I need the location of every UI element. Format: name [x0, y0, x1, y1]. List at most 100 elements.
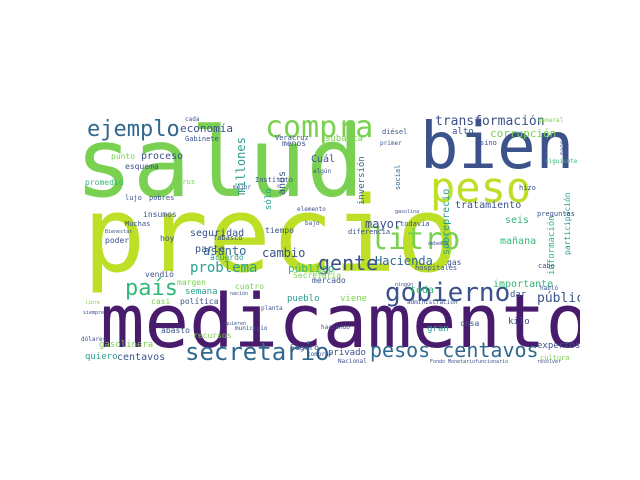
word-medicamento: medicamento — [100, 279, 580, 365]
word-virus: virus — [174, 178, 196, 186]
word-planta: planta — [261, 305, 283, 312]
word-gasolinera: gasolinera — [99, 340, 154, 350]
word-nacional: Nacional — [338, 358, 367, 365]
word-margen: margen — [177, 278, 206, 287]
word-problema: problema — [190, 260, 258, 276]
word-seguro: Seguro — [290, 343, 319, 352]
word-pais: país — [125, 276, 178, 301]
word-lujo: lujo — [125, 194, 142, 202]
word-poder: poder — [105, 236, 130, 245]
word-inversion: inversión — [357, 156, 367, 205]
word-importante: importante — [493, 279, 554, 290]
word-manera: manera — [559, 133, 566, 155]
word-ejemplo: ejemplo — [87, 117, 180, 142]
word-mayor: mayor — [365, 217, 402, 231]
word-fondo-monetario: Fondo Monetario — [430, 359, 476, 365]
word-gas: gas — [447, 258, 462, 267]
word-secretaria: Secretaría — [293, 271, 342, 280]
word-administracion: administración — [407, 299, 458, 306]
word-kilo: kilo — [508, 317, 530, 327]
word-punto: punto — [111, 152, 136, 161]
word-cloud: salud precio medicamento bien peso compr… — [75, 115, 580, 370]
word-hoy: hoy — [160, 234, 175, 243]
word-preguntas: preguntas — [537, 210, 575, 218]
word-siempre: siempre — [83, 310, 105, 316]
word-muchas: Muchas — [125, 220, 151, 228]
word-mejor: mejor — [233, 184, 252, 191]
word-algun: algún — [313, 168, 332, 175]
word-corrupcion: corrupción — [490, 127, 557, 140]
word-pobres: pobres — [149, 194, 175, 202]
word-cuatro: cuatro — [235, 282, 264, 291]
word-abasto: abasto — [161, 326, 190, 335]
word-vendio: vendió — [145, 270, 174, 279]
word-diesel: diésel — [382, 128, 408, 136]
word-gobierno: gobierno — [385, 278, 511, 308]
word-libre: libre — [85, 300, 101, 306]
word-expertos: expertos — [537, 341, 580, 351]
word-dolares: dólares — [81, 336, 107, 343]
word-tiempo: tiempo — [265, 226, 294, 235]
word-publica: pública — [537, 291, 580, 306]
word-resolver: resolver — [537, 359, 562, 365]
word-gabinete: Gabinete — [185, 135, 219, 143]
word-pesos-centavos: pesos centavos — [370, 338, 539, 362]
word-todavia: todavía — [400, 220, 430, 228]
word-tratamiento: tratamiento — [455, 200, 522, 211]
word-proceso: proceso — [141, 151, 184, 162]
word-viene: viene — [340, 294, 368, 304]
word-recursos: recursos — [193, 331, 232, 340]
word-bajo: bajo — [305, 220, 320, 227]
word-gran: gran — [427, 324, 449, 334]
word-gente: gente — [318, 251, 379, 275]
word-cabo: cabo — [538, 262, 555, 270]
word-esquema: esquema — [125, 162, 159, 171]
word-quiero: quiero — [85, 352, 118, 362]
word-cosa: cosa — [460, 319, 480, 328]
word-economia: economía — [180, 122, 233, 135]
word-politica: política — [180, 297, 219, 306]
word-compra: compra — [265, 115, 374, 145]
word-seis: seis — [505, 215, 530, 226]
word-tabasco: Tabasco — [213, 234, 243, 242]
word-privado: privado — [328, 348, 366, 358]
word-quieren: quieren — [225, 321, 247, 327]
word-diferencia: diferencia — [348, 228, 391, 236]
word-acuerdo: acuerdo — [210, 253, 244, 262]
word-peso: peso — [430, 163, 532, 212]
word-secretario: secretario — [185, 338, 330, 366]
word-solo: sólo — [264, 188, 274, 210]
word-bienestar: Bienestar — [105, 229, 133, 235]
word-salud: salud — [75, 115, 364, 219]
word-debemos: debemos — [428, 241, 450, 247]
word-primer: primer — [380, 140, 402, 147]
word-bien: bien — [420, 115, 575, 184]
word-veracruz: Veracruz — [275, 134, 309, 142]
word-pueblo: pueblo — [287, 294, 320, 304]
word-manana: mañana — [500, 236, 537, 247]
word-ningun: ningún — [395, 282, 414, 288]
word-publico: público — [288, 262, 335, 275]
word-instituto: Instituto — [255, 176, 293, 184]
word-gasolina: gasolina — [395, 209, 420, 215]
word-seguridad: seguridad — [190, 228, 245, 239]
word-municipio: municipio — [235, 325, 268, 332]
word-dar: dar — [510, 290, 527, 300]
word-nacion: nación — [230, 291, 249, 297]
word-funcionario: funcionario — [475, 359, 509, 365]
word-mercado: mercado — [312, 276, 346, 285]
word-hospitales: hospitales — [415, 264, 458, 272]
word-alto: alto — [452, 127, 474, 137]
word-siguiente: siguiente — [545, 158, 578, 165]
word-parte: parte — [195, 244, 226, 255]
word-comprar: comprar — [307, 351, 333, 358]
word-general: general — [538, 117, 564, 124]
word-cada: cada — [185, 116, 200, 123]
word-litro: litro — [370, 222, 461, 257]
word-toda: toda — [410, 285, 435, 296]
word-haciendo: haciendo — [321, 324, 350, 331]
word-participacion: participación — [563, 192, 572, 255]
word-social: social — [394, 164, 402, 190]
word-centavos: centavos — [117, 352, 166, 363]
word-hablo: habló — [540, 285, 559, 292]
